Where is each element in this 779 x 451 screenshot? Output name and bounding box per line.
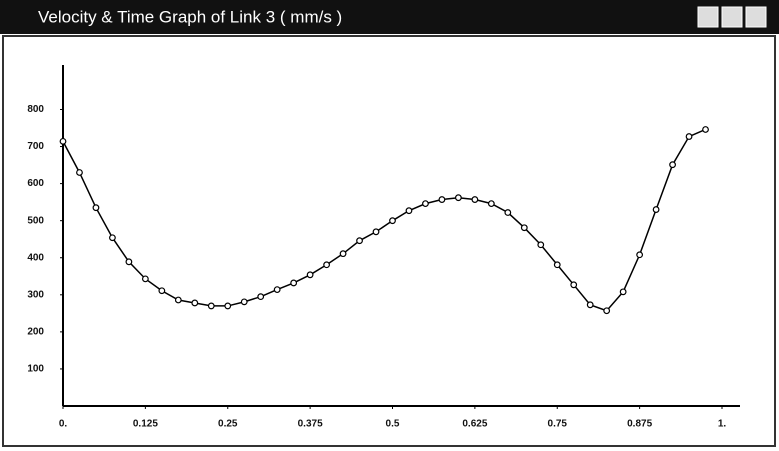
data-point [471,196,479,203]
data-point [240,298,248,306]
title-bar [0,0,779,34]
y-tick-label: 800 [27,104,44,115]
data-point [141,275,149,283]
x-tick-label: 0.75 [548,419,568,430]
data-point [174,296,182,304]
y-tick-label: 400 [27,252,44,263]
data-point [504,209,512,216]
data-point [257,293,265,301]
data-point [636,251,644,259]
y-tick-label: 300 [27,289,44,300]
x-tick-label: 0.5 [386,419,400,430]
data-point [339,250,347,258]
y-tick-label: 500 [27,215,44,226]
minimize-button[interactable] [697,6,719,28]
data-point [685,133,693,140]
data-point [191,299,199,307]
data-point [422,200,429,208]
data-point [537,241,545,249]
data-point [586,301,594,309]
data-point [603,307,611,315]
y-tick-label: 700 [27,141,44,152]
data-point [290,279,298,287]
data-point [455,194,462,202]
maximize-button[interactable] [721,6,743,28]
x-tick-label: 0.375 [298,419,323,430]
data-point [570,281,578,289]
data-point [553,261,561,269]
data-point [158,287,166,295]
close-button[interactable] [745,6,767,28]
data-point [438,196,446,203]
data-point [224,302,232,310]
data-point [487,200,495,208]
data-point [356,237,363,245]
y-tick-label: 100 [27,364,44,375]
data-point [59,137,67,145]
data-point [702,126,709,133]
data-point [619,288,627,296]
y-tick-label: 600 [27,178,44,189]
data-point [652,206,660,213]
data-point [669,161,676,169]
x-tick-label: 0. [59,419,68,430]
chart-title: Velocity & Time Graph of Link 3 ( mm/s ) [38,7,342,26]
data-point [306,271,314,279]
data-point [109,234,116,242]
x-tick-label: 0.875 [627,419,652,430]
x-tick-label: 1. [718,419,727,430]
data-line [62,128,706,312]
data-point [520,224,528,232]
data-point [273,286,281,294]
data-point [405,207,413,215]
data-point [207,302,215,310]
plot-frame [2,35,776,447]
data-point [76,169,83,176]
x-tick-label: 0.625 [462,419,487,430]
data-point [372,228,380,236]
data-point [125,258,133,266]
data-point [323,261,331,269]
y-tick-label: 200 [27,327,44,338]
data-point [389,217,396,225]
x-tick-label: 0.125 [133,419,158,430]
data-point [92,204,100,212]
x-tick-label: 0.25 [218,419,238,430]
